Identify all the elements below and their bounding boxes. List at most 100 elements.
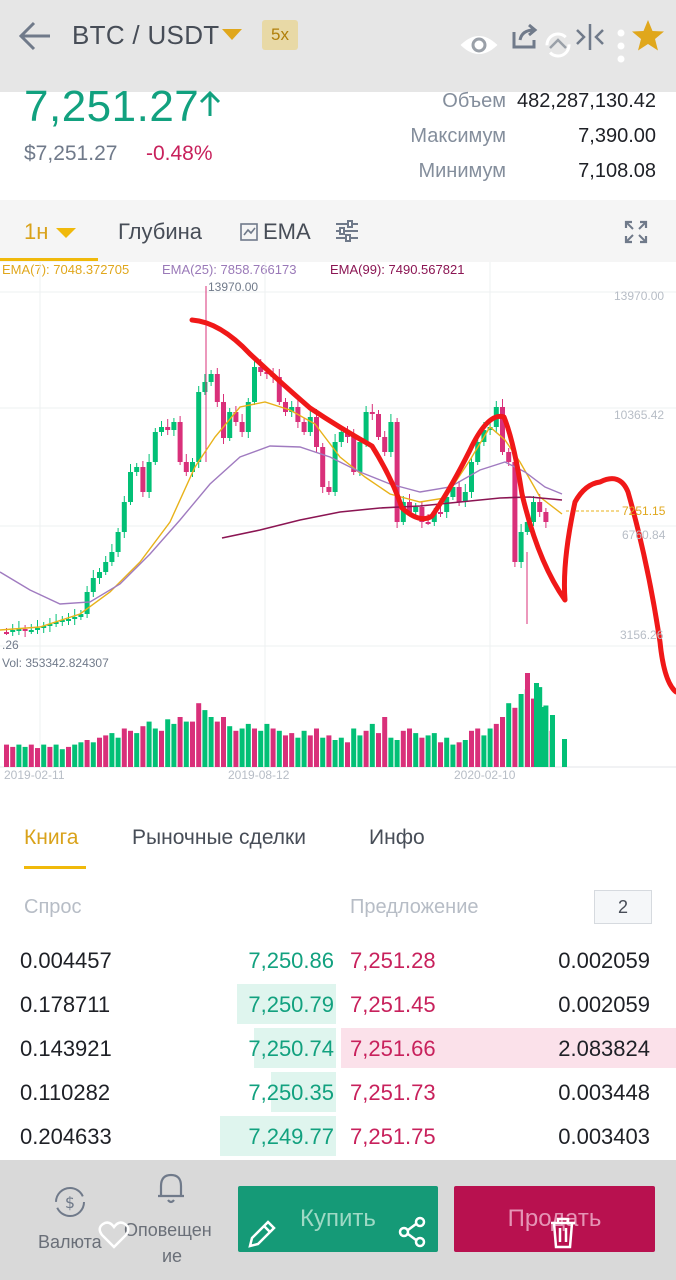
high-value: 7,390.00 bbox=[578, 125, 656, 147]
tab-info[interactable]: Инфо bbox=[369, 826, 425, 849]
candle-body bbox=[320, 447, 326, 487]
candle-body bbox=[245, 402, 251, 432]
currency-label[interactable]: Валюта bbox=[38, 1232, 102, 1252]
candle-body bbox=[369, 412, 375, 414]
bell-icon[interactable] bbox=[154, 1170, 188, 1211]
candle-body bbox=[531, 502, 536, 522]
volume-bar bbox=[307, 735, 313, 767]
ema25-label: EMA(25): 7858.766173 bbox=[162, 262, 297, 277]
volume-bar bbox=[542, 707, 547, 767]
bid-quantity: 0.178711 bbox=[20, 992, 111, 1017]
pair-selector[interactable]: BTC / USDT bbox=[72, 20, 220, 50]
currency-icon[interactable]: $ bbox=[52, 1184, 88, 1225]
ask-price[interactable]: 7,251.66 bbox=[350, 1036, 436, 1061]
share-icon[interactable] bbox=[510, 22, 540, 55]
trash-icon[interactable] bbox=[548, 1216, 578, 1255]
sync-icon[interactable] bbox=[542, 30, 574, 65]
chart-toolbar: 1н Глубина EMA bbox=[0, 200, 676, 262]
ema25-line bbox=[0, 445, 563, 605]
candle-body bbox=[239, 422, 245, 432]
orderbook-row[interactable]: 0.110282 7,250.35 7,251.73 0.003448 bbox=[0, 1072, 676, 1116]
ask-price[interactable]: 7,251.45 bbox=[350, 992, 436, 1017]
orderbook-row[interactable]: 0.143921 7,250.74 7,251.66 2.083824 bbox=[0, 1028, 676, 1072]
up-arrow-icon bbox=[198, 90, 222, 123]
alerts-label-line1[interactable]: Оповещен bbox=[124, 1220, 212, 1240]
candle-body bbox=[4, 632, 9, 634]
chart-svg bbox=[0, 262, 676, 770]
ask-quantity: 2.083824 bbox=[558, 1036, 650, 1061]
heart-icon[interactable] bbox=[98, 1220, 130, 1255]
bid-price[interactable]: 7,249.77 bbox=[248, 1124, 334, 1149]
volume-bar bbox=[506, 703, 512, 767]
high-label: Максимум bbox=[410, 125, 506, 147]
volume-bar bbox=[357, 735, 363, 767]
candle-body bbox=[252, 367, 257, 402]
bid-price[interactable]: 7,250.79 bbox=[248, 992, 334, 1017]
candle-body bbox=[146, 462, 152, 492]
tab-depth[interactable]: Глубина bbox=[118, 219, 203, 244]
edit-pencil-icon[interactable] bbox=[244, 1216, 280, 1257]
bid-price[interactable]: 7,250.74 bbox=[248, 1036, 334, 1061]
volume-bar bbox=[258, 730, 264, 767]
orderbook-row[interactable]: 0.004457 7,250.86 7,251.28 0.002059 bbox=[0, 940, 676, 984]
candle-body bbox=[351, 437, 357, 472]
ask-price[interactable]: 7,251.75 bbox=[350, 1124, 436, 1149]
compare-icon[interactable] bbox=[574, 22, 606, 57]
volume-bar bbox=[469, 730, 474, 767]
ask-quantity: 0.003403 bbox=[558, 1124, 650, 1149]
bid-price[interactable]: 7,250.35 bbox=[248, 1080, 334, 1105]
volume-bar bbox=[53, 744, 59, 767]
volume-bar bbox=[407, 728, 412, 767]
candle-body bbox=[512, 462, 518, 562]
candle-body bbox=[59, 620, 65, 622]
bid-depth-bar bbox=[271, 1072, 336, 1112]
candle-body bbox=[177, 422, 183, 462]
bid-depth-bar bbox=[254, 1028, 336, 1068]
volume-bar bbox=[493, 723, 499, 767]
volume-bar bbox=[190, 721, 195, 767]
settings-sliders-icon[interactable] bbox=[334, 218, 360, 249]
more-icon[interactable] bbox=[616, 28, 626, 69]
candle-body bbox=[388, 422, 394, 452]
last-price: 7,251.27 bbox=[24, 82, 200, 131]
tab-indicator[interactable]: EMA bbox=[263, 219, 311, 244]
svg-text:$: $ bbox=[65, 1193, 75, 1212]
depth-selector[interactable]: 2 bbox=[594, 890, 652, 924]
volume-bar bbox=[208, 717, 214, 767]
volume-bar bbox=[252, 728, 257, 767]
ask-quantity: 0.002059 bbox=[558, 948, 650, 973]
orderbook-row[interactable]: 0.178711 7,250.79 7,251.45 0.002059 bbox=[0, 984, 676, 1028]
chevron-down-icon[interactable] bbox=[222, 29, 242, 40]
bid-price[interactable]: 7,250.86 bbox=[248, 948, 334, 973]
volume-bar bbox=[487, 728, 493, 767]
tab-market-trades[interactable]: Рыночные сделки bbox=[132, 826, 306, 849]
candle-body bbox=[394, 422, 400, 522]
volume-bar bbox=[227, 726, 233, 767]
buy-button[interactable]: Купить bbox=[238, 1186, 438, 1252]
orderbook-row[interactable]: 0.204633 7,249.77 7,251.75 0.003403 bbox=[0, 1116, 676, 1160]
indicator-icon[interactable] bbox=[240, 223, 258, 246]
volume-bar bbox=[363, 730, 369, 767]
fullscreen-icon[interactable] bbox=[624, 220, 648, 249]
share-nodes-icon[interactable] bbox=[396, 1216, 428, 1253]
volume-bar bbox=[128, 730, 133, 767]
tab-orderbook[interactable]: Книга bbox=[24, 826, 79, 849]
candle-body bbox=[78, 614, 84, 617]
candle-body bbox=[10, 630, 16, 632]
interval-chevron-icon[interactable] bbox=[56, 228, 76, 238]
star-icon[interactable] bbox=[630, 18, 666, 59]
ask-price[interactable]: 7,251.28 bbox=[350, 948, 436, 973]
candle-body bbox=[456, 487, 462, 502]
volume-bar bbox=[214, 721, 220, 767]
volume-bar bbox=[531, 698, 536, 767]
volume-bar bbox=[431, 733, 437, 767]
tab-interval[interactable]: 1н bbox=[24, 219, 49, 244]
volume-bar bbox=[276, 730, 282, 767]
eye-icon[interactable] bbox=[460, 30, 498, 65]
volume-bar bbox=[419, 737, 425, 767]
alerts-label-line2[interactable]: ие bbox=[162, 1246, 183, 1266]
candlestick-chart[interactable] bbox=[0, 262, 676, 792]
back-arrow-icon[interactable] bbox=[16, 18, 56, 54]
ask-price[interactable]: 7,251.73 bbox=[350, 1080, 436, 1105]
volume-bar bbox=[146, 721, 152, 767]
